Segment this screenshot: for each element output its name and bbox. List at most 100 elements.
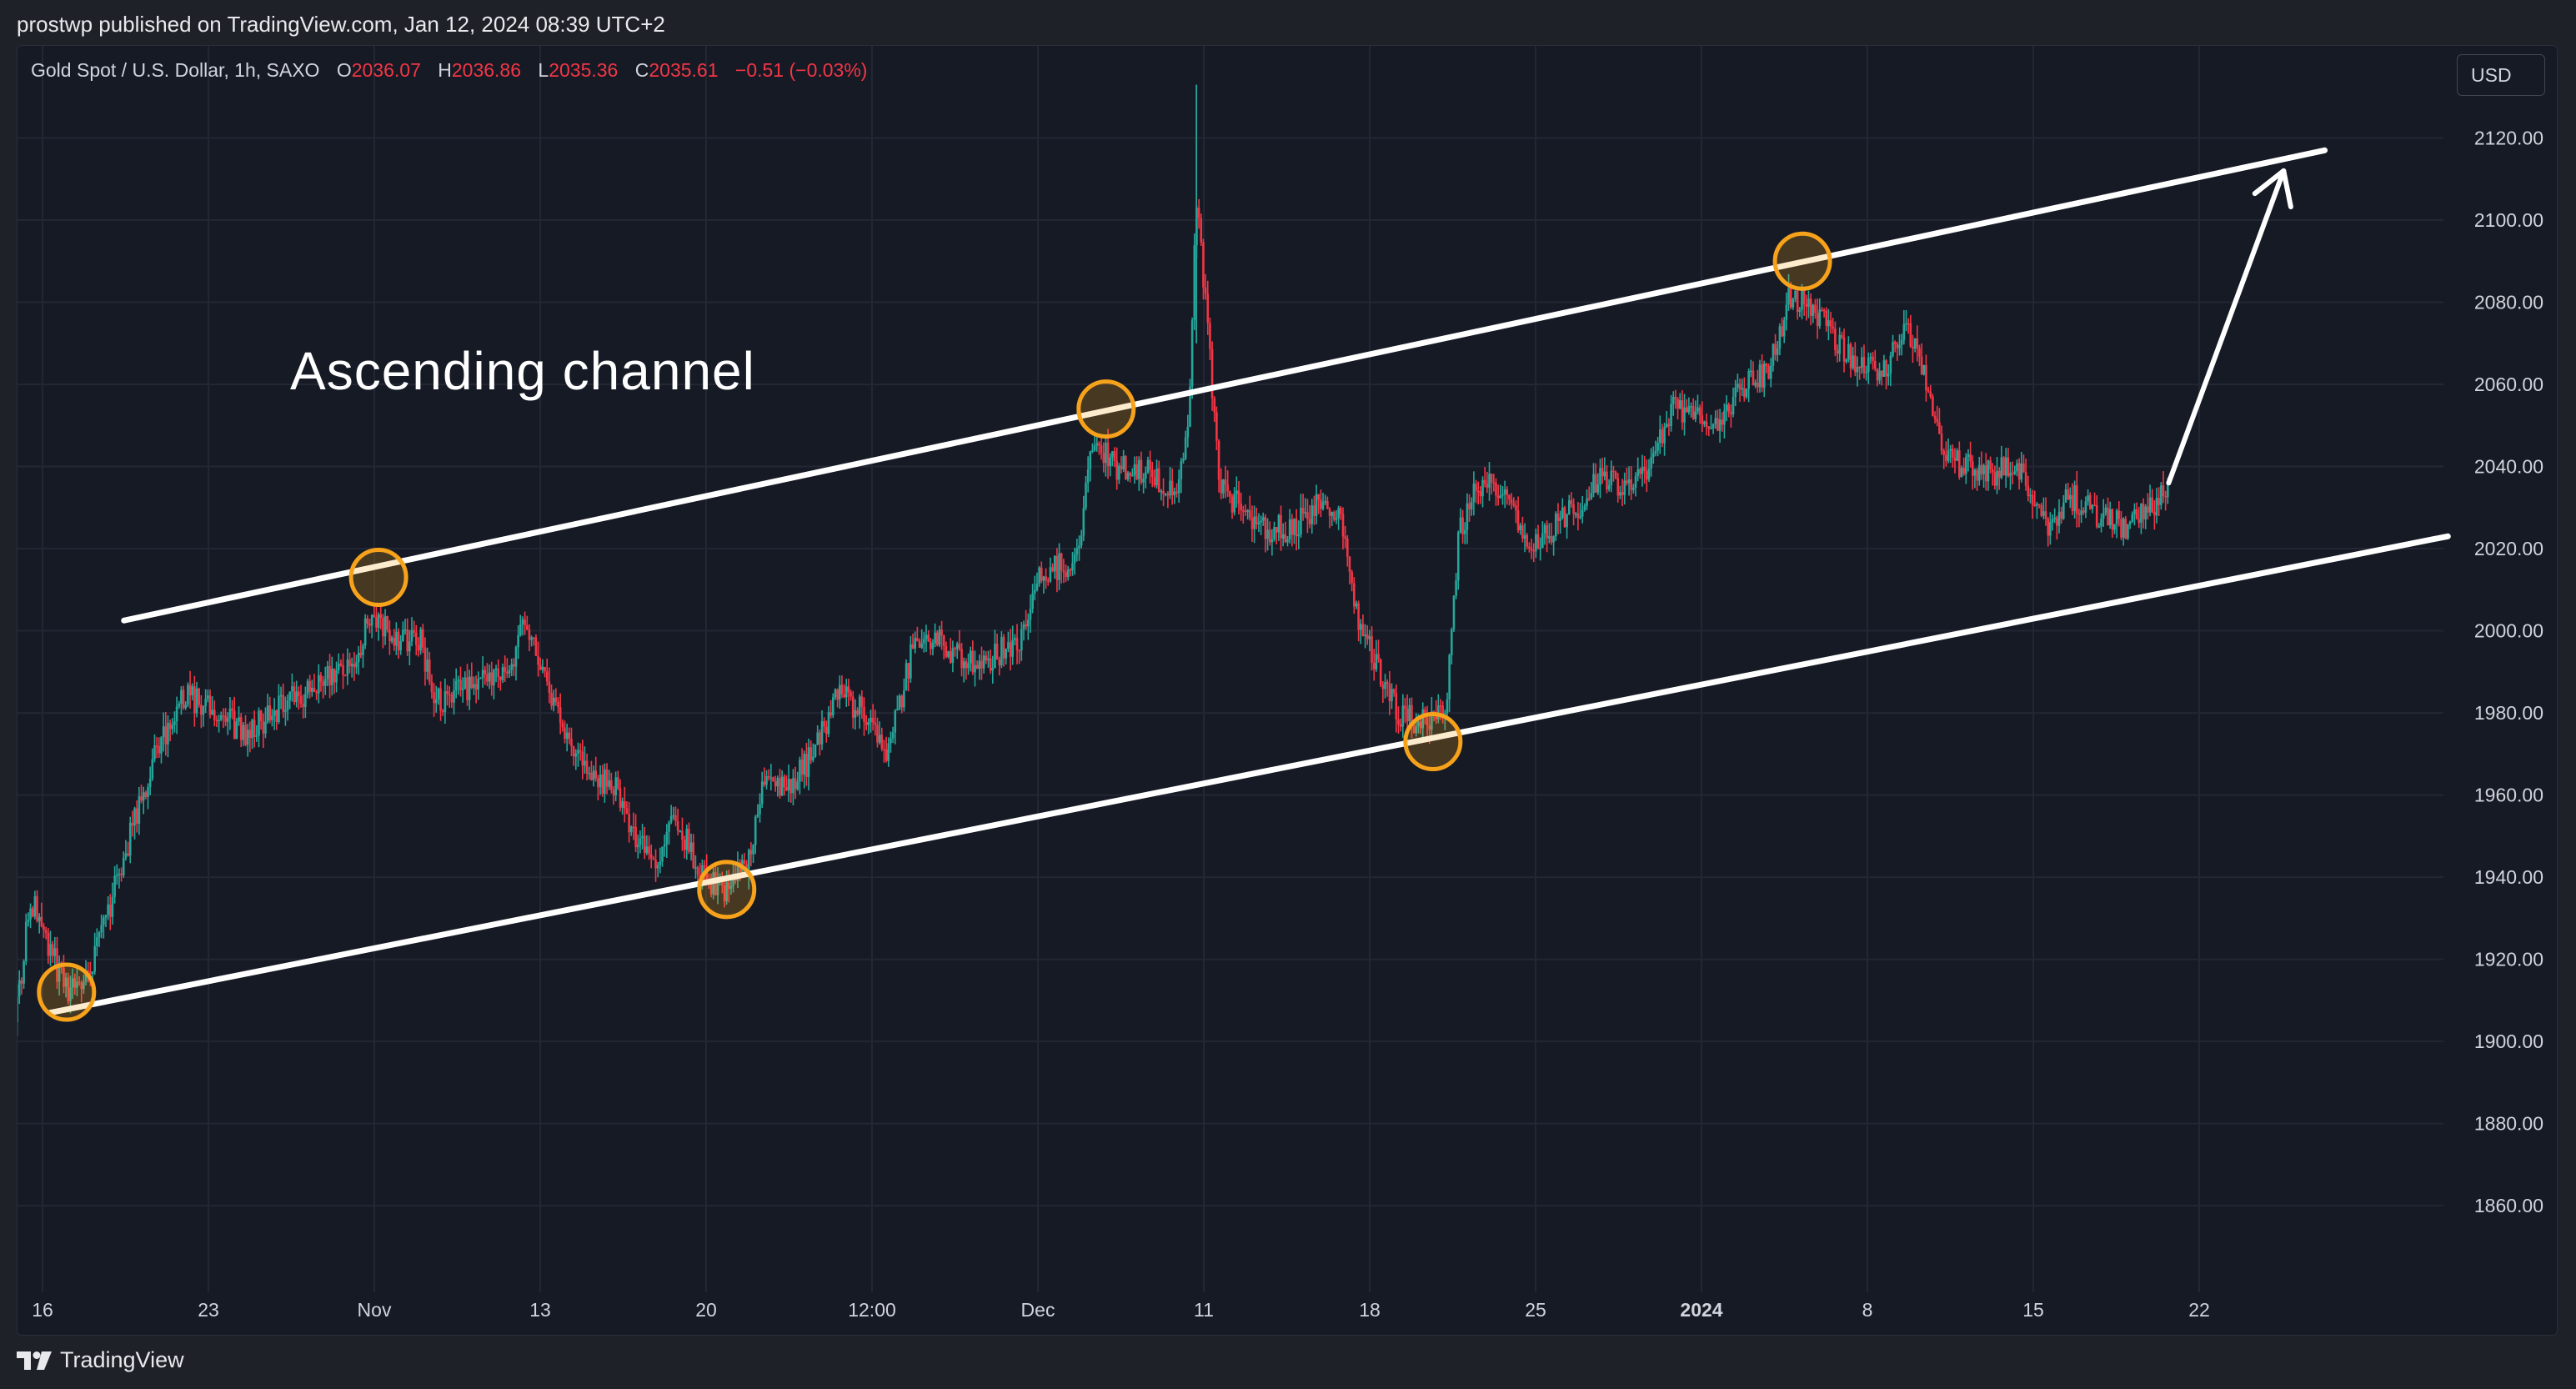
x-axis-tick-label: 16 bbox=[32, 1299, 53, 1321]
candle-body bbox=[696, 867, 699, 875]
candle-body bbox=[497, 668, 500, 677]
candle-body bbox=[514, 647, 518, 667]
candle-body bbox=[36, 895, 38, 921]
candle-body bbox=[816, 732, 819, 745]
candle-body bbox=[1359, 624, 1362, 630]
candle-body bbox=[2068, 494, 2072, 500]
candle-body bbox=[1331, 511, 1333, 516]
candle-body bbox=[935, 632, 939, 645]
candle-body bbox=[632, 826, 635, 829]
candle-body bbox=[1814, 304, 1817, 313]
candle-body bbox=[867, 722, 870, 725]
candle-body bbox=[1150, 469, 1154, 477]
candle-body bbox=[20, 980, 23, 984]
candle-body bbox=[76, 981, 78, 988]
candle-body bbox=[1415, 726, 1418, 734]
candle-body bbox=[1925, 364, 1927, 391]
candle-body bbox=[885, 749, 888, 761]
candle-body bbox=[353, 664, 356, 668]
candle-body bbox=[346, 659, 349, 675]
candle-body bbox=[124, 853, 128, 858]
candle-body bbox=[63, 967, 65, 987]
candle-body bbox=[1922, 364, 1926, 375]
candle-body bbox=[317, 674, 320, 694]
x-axis-tick-label: 12:00 bbox=[848, 1299, 896, 1321]
candle-body bbox=[2107, 507, 2109, 526]
candle-body bbox=[1845, 359, 1847, 362]
candle-body bbox=[1949, 449, 1952, 451]
candle-body bbox=[692, 842, 695, 869]
candle-body bbox=[1510, 499, 1513, 504]
candle-body bbox=[1366, 634, 1369, 639]
candle-body bbox=[854, 710, 857, 718]
candle-body bbox=[2104, 507, 2107, 514]
candle-body bbox=[23, 960, 25, 984]
candle-body bbox=[1508, 494, 1511, 500]
candle-body bbox=[1126, 473, 1130, 480]
candle-body bbox=[2097, 526, 2101, 528]
candle-body bbox=[1411, 705, 1413, 725]
candle-body bbox=[1556, 513, 1560, 521]
candle-body bbox=[2013, 471, 2017, 474]
candle-body bbox=[688, 828, 690, 852]
candle-body bbox=[1727, 404, 1731, 413]
candle-body bbox=[100, 925, 103, 933]
tradingview-brand[interactable]: TradingView bbox=[17, 1347, 184, 1373]
candle-body bbox=[1861, 357, 1863, 368]
y-axis-tick-label: 1980.00 bbox=[2474, 702, 2543, 724]
candle-body bbox=[2120, 519, 2122, 538]
candle-body bbox=[1237, 490, 1240, 504]
candle-body bbox=[594, 770, 598, 779]
candle-body bbox=[504, 667, 506, 672]
candle-body bbox=[2073, 485, 2076, 512]
candle-body bbox=[1887, 374, 1890, 377]
chart-panel[interactable]: 2120.00 2100.00 2080.00 2060.00 2040.00 2020.… bbox=[17, 45, 2558, 1336]
candle-body bbox=[282, 694, 285, 712]
candle-body bbox=[87, 970, 90, 972]
y-axis-tick-label: 1920.00 bbox=[2474, 949, 2543, 970]
candle-body bbox=[1297, 534, 1301, 537]
candle-body bbox=[1973, 469, 1977, 476]
candle-body bbox=[1501, 494, 1504, 496]
candle-body bbox=[1135, 464, 1138, 479]
candle-body bbox=[1397, 719, 1400, 725]
candle-body bbox=[519, 624, 522, 635]
candle-body bbox=[2084, 501, 2087, 513]
currency-button[interactable]: USD bbox=[2457, 54, 2545, 96]
candle-body bbox=[1341, 514, 1345, 537]
candle-body bbox=[994, 644, 996, 669]
candle-body bbox=[178, 704, 181, 707]
candle-body bbox=[1417, 721, 1420, 727]
candle-body bbox=[1834, 328, 1837, 350]
candle-body bbox=[2108, 509, 2112, 526]
candle-body bbox=[71, 978, 74, 988]
candle-body bbox=[1086, 469, 1090, 484]
candle-body bbox=[1066, 569, 1070, 578]
candle-body bbox=[1798, 309, 1802, 312]
candle-body bbox=[1690, 406, 1692, 408]
candle-body bbox=[33, 895, 37, 917]
price-chart[interactable]: 2120.00 2100.00 2080.00 2060.00 2040.00 2020.… bbox=[18, 46, 2557, 1335]
candle-body bbox=[787, 779, 790, 790]
candle-body bbox=[479, 677, 482, 679]
candle-body bbox=[1495, 483, 1497, 496]
x-axis-tick-label: 8 bbox=[1862, 1299, 1873, 1321]
candle-body bbox=[1421, 709, 1425, 729]
candle-body bbox=[1927, 390, 1930, 392]
candle-body bbox=[554, 697, 558, 702]
candle-body bbox=[29, 908, 32, 920]
candle-body bbox=[2031, 494, 2034, 505]
candle-body bbox=[421, 629, 424, 648]
candle-body bbox=[193, 686, 196, 714]
candle-body bbox=[51, 944, 54, 956]
candle-body bbox=[386, 616, 389, 630]
candle-body bbox=[1601, 468, 1604, 477]
candle-body bbox=[1892, 342, 1894, 356]
candle-body bbox=[2040, 504, 2043, 516]
candle-body bbox=[2033, 504, 2037, 506]
y-axis-tick-label: 1940.00 bbox=[2474, 866, 2543, 888]
candle-body bbox=[1337, 508, 1340, 519]
candle-body bbox=[1255, 516, 1258, 524]
candle-body bbox=[271, 715, 273, 720]
candle-body bbox=[1896, 343, 1899, 349]
